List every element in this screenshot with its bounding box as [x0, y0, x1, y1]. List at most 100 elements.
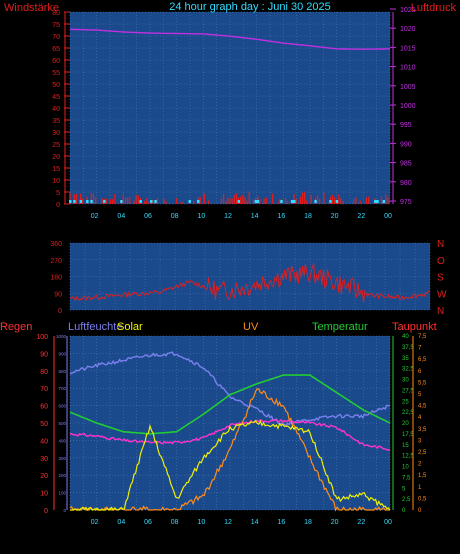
temperature-tick-label: 7,5: [402, 475, 411, 481]
dewpoint-series-line: [69, 418, 391, 451]
wind-tick-label: 55: [52, 70, 60, 77]
temperature-tick-label: 15: [402, 443, 409, 449]
panel1-x-tick: 20: [331, 213, 339, 220]
direction-tick-label: 180: [50, 275, 62, 282]
temperature-tick-label: 30: [402, 378, 409, 384]
rain-humidity-tick-label: 40: [40, 438, 48, 445]
uv-tick-label: 4: [418, 415, 422, 421]
rain-humidity-tick-label: 50: [40, 421, 48, 428]
temperature-tick-label: 20: [402, 421, 409, 427]
wind-tick-label: 70: [52, 34, 60, 41]
uv-tick-label: 2,5: [418, 450, 427, 456]
uv-tick-label: 2: [418, 462, 422, 468]
panel3-x-tick: 22: [357, 519, 365, 526]
pressure-tick-label: 1000: [400, 103, 416, 110]
panel3-x-tick: 16: [277, 519, 285, 526]
wind-tick-label: 15: [52, 166, 60, 173]
rain-humidity-tick-label: 0: [44, 508, 48, 515]
rain-humidity-tick-label: 10: [40, 491, 48, 498]
gust-mark: [154, 200, 157, 203]
panel3-x-tick: 20: [331, 519, 339, 526]
solar-tick-label: 900: [58, 351, 66, 356]
solar-tick-label: 0: [63, 508, 66, 513]
pressure-tick-label: 995: [400, 122, 412, 129]
uv-tick-label: 5: [418, 392, 422, 398]
panel3-x-tick: 06: [144, 519, 152, 526]
gust-mark: [290, 200, 294, 203]
wind-tick-label: 25: [52, 142, 60, 149]
gust-mark: [254, 200, 258, 203]
gust-mark: [150, 200, 153, 203]
uv-tick-label: 4,5: [418, 404, 427, 410]
temperature-tick-label: 27,5: [402, 388, 414, 394]
gust-mark: [120, 200, 123, 203]
panel1-x-tick: 12: [224, 213, 232, 220]
gust-mark: [188, 200, 191, 203]
gust-mark: [69, 200, 72, 203]
panel1-x-tick: 04: [117, 213, 125, 220]
rain-humidity-tick-label: 60: [40, 404, 48, 411]
wind-tick-label: 60: [52, 58, 60, 65]
compass-tick-label: S: [437, 273, 444, 284]
direction-tick-label: 270: [50, 258, 62, 265]
uv-tick-label: 5,5: [418, 380, 427, 386]
temperature-tick-label: 2,5: [402, 497, 411, 503]
gust-mark: [197, 200, 200, 203]
wind-tick-label: 35: [52, 118, 60, 125]
uv-tick-label: 0: [418, 508, 422, 514]
gust-mark: [256, 200, 260, 203]
temperature-tick-label: 17,5: [402, 432, 414, 438]
solar-tick-label: 300: [58, 456, 66, 461]
compass-tick-label: N: [437, 306, 444, 317]
panel1-x-tick: 06: [144, 213, 152, 220]
panel3-x-tick: 18: [304, 519, 312, 526]
gust-mark: [376, 200, 379, 203]
gust-mark: [293, 200, 296, 203]
gust-mark: [90, 200, 93, 203]
gust-mark: [139, 200, 142, 203]
pressure-tick-label: 985: [400, 161, 412, 168]
rain-humidity-tick-label: 90: [40, 351, 48, 358]
pressure-tick-label: 980: [400, 180, 412, 187]
pressure-tick-label: 1010: [400, 65, 416, 72]
solar-tick-label: 800: [58, 369, 66, 374]
compass-tick-label: O: [437, 256, 445, 267]
pressure-tick-label: 1020: [400, 26, 416, 33]
panel1-x-tick: 10: [197, 213, 205, 220]
solar-tick-label: 600: [58, 404, 66, 409]
temperature-tick-label: 12,5: [402, 454, 414, 460]
direction-tick-label: 0: [58, 308, 62, 315]
uv-tick-label: 7,5: [418, 334, 427, 340]
humidity-series-line: [69, 351, 391, 428]
gust-mark: [374, 200, 377, 203]
solar-series-line: [70, 419, 391, 512]
rain-humidity-tick-label: 80: [40, 369, 48, 376]
compass-tick-label: W: [437, 289, 447, 300]
temperature-tick-label: 32,5: [402, 367, 414, 373]
solar-tick-label: 500: [58, 421, 66, 426]
uv-tick-label: 6,5: [418, 357, 427, 363]
wind-tick-label: 45: [52, 94, 60, 101]
panel1-x-tick: 18: [304, 213, 312, 220]
panel3-x-tick: 00: [384, 519, 392, 526]
panel1-x-tick: 16: [277, 213, 285, 220]
solar-tick-label: 1000: [56, 334, 67, 339]
wind-tick-label: 40: [52, 106, 60, 113]
panel1-x-tick: 08: [171, 213, 179, 220]
wind-tick-label: 5: [56, 190, 60, 197]
uv-tick-label: 0,5: [418, 496, 427, 502]
gust-mark: [103, 200, 106, 203]
temperature-tick-label: 37,5: [402, 345, 414, 351]
wind-tick-label: 30: [52, 130, 60, 137]
pressure-tick-label: 1005: [400, 84, 416, 91]
wind-tick-label: 20: [52, 154, 60, 161]
wind-tick-label: 0: [56, 202, 60, 209]
gust-mark: [280, 200, 283, 203]
gust-mark: [382, 200, 386, 203]
gust-mark: [79, 200, 83, 203]
compass-tick-label: N: [437, 239, 444, 250]
pressure-tick-label: 1025: [400, 7, 416, 14]
pressure-tick-label: 975: [400, 199, 412, 206]
rain-humidity-tick-label: 20: [40, 473, 48, 480]
